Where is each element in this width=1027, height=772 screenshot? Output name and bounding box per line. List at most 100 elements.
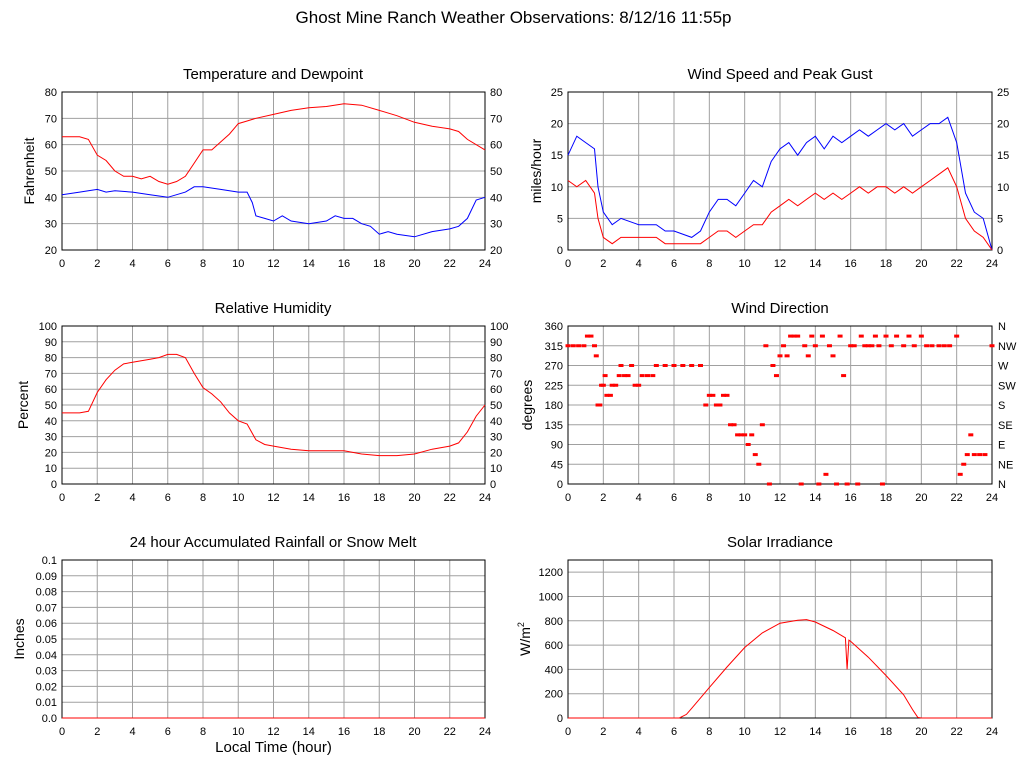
- data-point: [565, 344, 571, 348]
- x-tick-label: 14: [303, 492, 315, 504]
- y-tick-label: 0.09: [36, 571, 57, 583]
- data-point: [982, 453, 988, 457]
- y-tick-label: 5: [557, 213, 563, 225]
- data-point: [826, 344, 832, 348]
- x-tick-label: 22: [444, 258, 456, 270]
- x-tick-label: 2: [600, 258, 606, 270]
- data-point: [735, 433, 741, 437]
- direction-label: N: [998, 321, 1006, 333]
- direction-label: S: [998, 400, 1005, 412]
- data-point: [872, 334, 878, 338]
- x-tick-label: 24: [986, 726, 998, 738]
- y-axis-label: Percent: [15, 381, 31, 429]
- y-tick-label-right: 60: [490, 140, 502, 152]
- y-tick-label: 80: [45, 87, 57, 99]
- y-tick-label-right: 30: [490, 432, 502, 444]
- x-tick-label: 2: [94, 492, 100, 504]
- y-axis-label: Fahrenheit: [21, 137, 37, 204]
- data-point: [600, 383, 606, 387]
- x-axis-label: Local Time (hour): [215, 739, 332, 756]
- y-tick-label: 225: [545, 380, 563, 392]
- x-tick-label: 18: [373, 726, 385, 738]
- data-point: [616, 374, 622, 378]
- y-tick-label: 400: [545, 664, 563, 676]
- x-tick-label: 6: [165, 726, 171, 738]
- y-tick-label: 0.07: [36, 602, 57, 614]
- y-tick-label: 600: [545, 640, 563, 652]
- data-point: [844, 482, 850, 486]
- y-tick-label-right: 20: [490, 447, 502, 459]
- y-tick-label-right: 80: [490, 353, 502, 365]
- x-tick-label: 18: [880, 726, 892, 738]
- data-point: [851, 344, 857, 348]
- x-tick-label: 6: [671, 492, 677, 504]
- data-point: [781, 344, 787, 348]
- data-point: [766, 482, 772, 486]
- x-tick-label: 20: [408, 492, 420, 504]
- data-point: [848, 344, 854, 348]
- y-tick-label: 0.0: [42, 713, 57, 725]
- data-point: [720, 393, 726, 397]
- y-tick-label: 25: [551, 87, 563, 99]
- y-tick-label: 1200: [539, 567, 563, 579]
- y-tick-label: 180: [545, 400, 563, 412]
- data-point: [738, 433, 744, 437]
- data-point: [816, 482, 822, 486]
- y-tick-label: 0: [557, 479, 563, 491]
- plot-frame: [567, 325, 993, 485]
- y-tick-label-right: 40: [490, 416, 502, 428]
- data-point: [841, 374, 847, 378]
- y-tick-label: 360: [545, 321, 563, 333]
- x-tick-label: 0: [565, 492, 571, 504]
- data-point: [759, 423, 765, 427]
- data-point: [745, 443, 751, 446]
- data-point: [971, 453, 977, 457]
- y-tick-label: 0.02: [36, 681, 57, 693]
- y-tick-label: 800: [545, 616, 563, 628]
- data-point: [901, 344, 907, 348]
- y-tick-label: 0.05: [36, 634, 57, 646]
- x-tick-label: 18: [373, 492, 385, 504]
- direction-label: SW: [998, 380, 1016, 392]
- x-tick-label: 24: [479, 492, 491, 504]
- plot-frame: [567, 91, 993, 251]
- data-point: [819, 334, 825, 338]
- data-point: [879, 482, 885, 486]
- data-point: [689, 364, 695, 367]
- data-point: [581, 344, 587, 348]
- x-tick-label: 8: [200, 492, 206, 504]
- data-point: [607, 393, 613, 397]
- data-point: [798, 482, 804, 486]
- x-tick-label: 14: [303, 726, 315, 738]
- x-tick-label: 18: [373, 258, 385, 270]
- data-point: [924, 344, 930, 348]
- x-tick-label: 2: [600, 492, 606, 504]
- x-tick-label: 22: [951, 492, 963, 504]
- data-point: [773, 374, 779, 378]
- data-point: [858, 334, 864, 338]
- data-point: [791, 334, 797, 338]
- x-tick-label: 24: [479, 726, 491, 738]
- y-tick-label: 60: [45, 384, 57, 396]
- data-point: [710, 393, 716, 397]
- x-tick-label: 6: [165, 492, 171, 504]
- x-tick-label: 20: [915, 726, 927, 738]
- data-point: [618, 364, 624, 367]
- y-tick-label-right: 60: [490, 384, 502, 396]
- x-tick-label: 8: [706, 258, 712, 270]
- data-point: [788, 334, 794, 338]
- data-point: [964, 453, 970, 457]
- data-point: [968, 433, 974, 437]
- y-tick-label-right: 0: [997, 245, 1003, 257]
- data-point: [604, 393, 610, 397]
- data-point: [989, 344, 995, 348]
- y-tick-label: 0.06: [36, 618, 57, 630]
- y-tick-label: 20: [45, 245, 57, 257]
- x-tick-label: 4: [129, 492, 135, 504]
- x-tick-label: 14: [809, 726, 821, 738]
- y-tick-label: 30: [45, 219, 57, 231]
- x-tick-label: 20: [915, 258, 927, 270]
- data-point: [812, 344, 818, 348]
- data-point: [809, 334, 815, 338]
